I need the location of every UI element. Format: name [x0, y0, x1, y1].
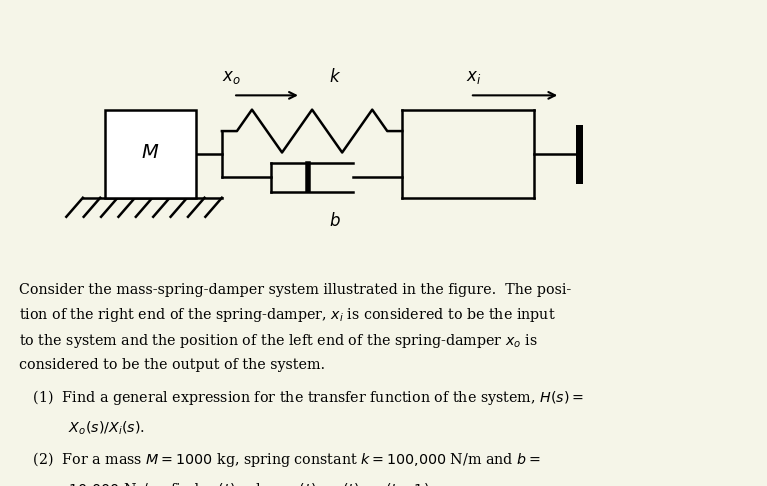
- Text: (1)  Find a general expression for the transfer function of the system, $H(s) =$: (1) Find a general expression for the tr…: [19, 388, 584, 407]
- Text: $x_o$: $x_o$: [222, 69, 241, 86]
- Text: $X_o(s)/X_i(s)$.: $X_o(s)/X_i(s)$.: [19, 419, 145, 436]
- FancyBboxPatch shape: [105, 110, 196, 198]
- Text: (2)  For a mass $M = 1000$ kg, spring constant $k = 100{,}000$ N/m and $b =$: (2) For a mass $M = 1000$ kg, spring con…: [19, 450, 541, 469]
- Text: Consider the mass-spring-damper system illustrated in the figure.  The posi-
tio: Consider the mass-spring-damper system i…: [19, 283, 571, 371]
- Text: $x_i$: $x_i$: [466, 69, 482, 86]
- Text: $M$: $M$: [141, 144, 160, 162]
- Text: $k$: $k$: [328, 68, 341, 86]
- Text: $b$: $b$: [329, 212, 341, 230]
- Text: $10{,}000$ Ns/m, find $x_o(t)$, when $x_i(t) = u(t) - u(t-1)$.: $10{,}000$ Ns/m, find $x_o(t)$, when $x_…: [19, 481, 434, 486]
